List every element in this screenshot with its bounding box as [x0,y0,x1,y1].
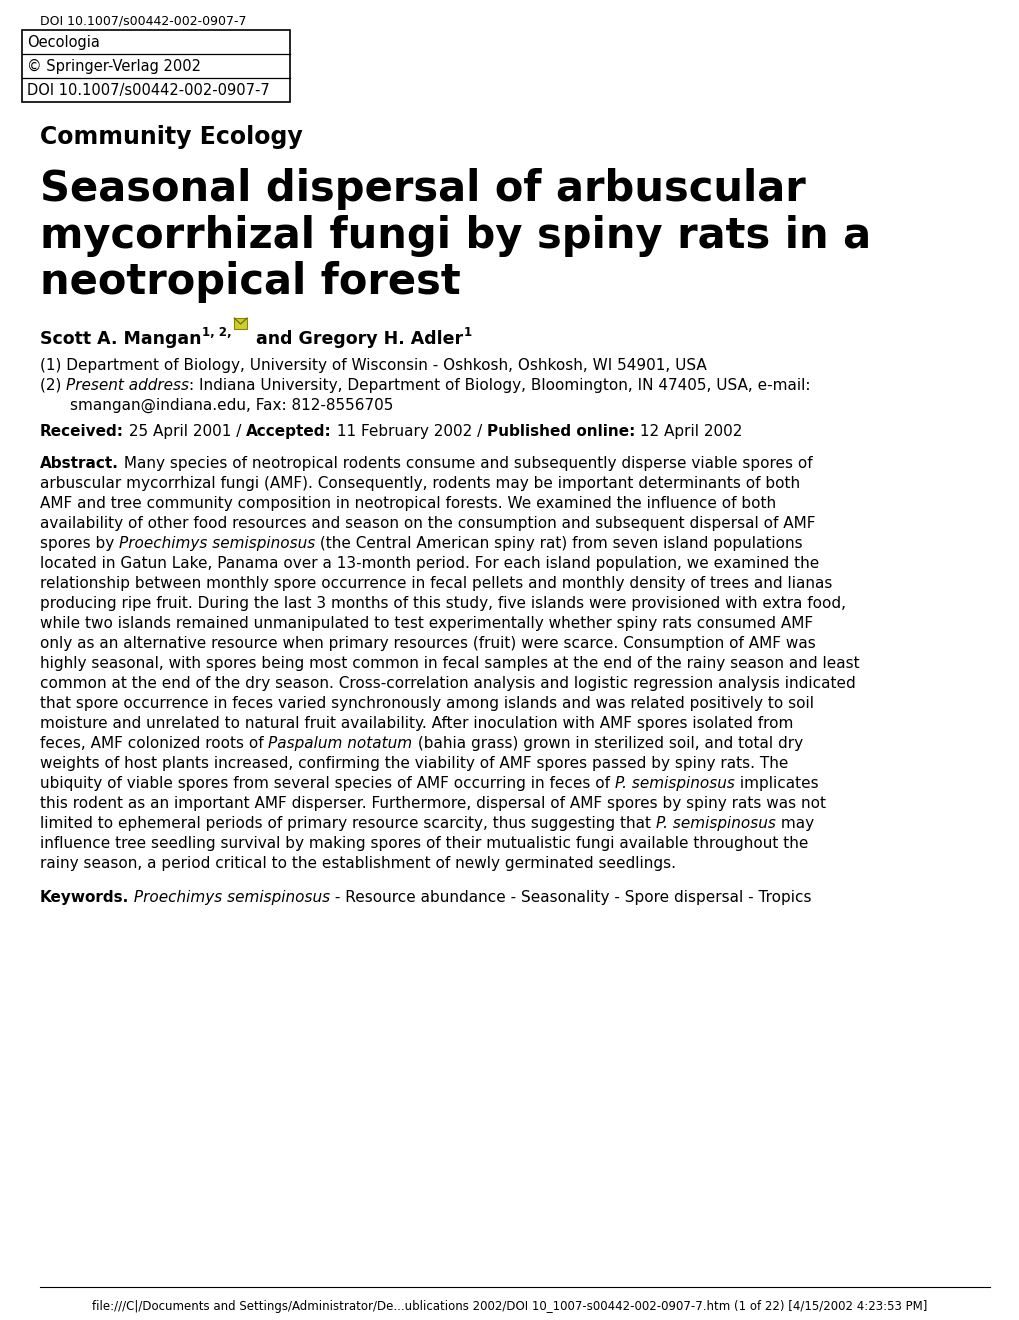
Text: weights of host plants increased, confirming the viability of AMF spores passed : weights of host plants increased, confir… [40,756,788,771]
Text: AMF and tree community composition in neotropical forests. We examined the influ: AMF and tree community composition in ne… [40,496,775,511]
Text: Paspalum notatum: Paspalum notatum [268,737,413,751]
Bar [234,318,247,329]
Text: - Resource abundance - Seasonality - Spore dispersal - Tropics: - Resource abundance - Seasonality - Spo… [330,890,811,906]
Text: 11 February 2002 /: 11 February 2002 / [331,424,487,440]
Text: rainy season, a period critical to the establishment of newly germinated seedlin: rainy season, a period critical to the e… [40,855,676,871]
Text: 1, 2,: 1, 2, [202,326,231,339]
Text: : Indiana University, Department of Biology, Bloomington, IN 47405, USA, e-mail:: : Indiana University, Department of Biol… [190,378,810,393]
Text: Oecologia: Oecologia [26,36,100,50]
Text: only as an alternative resource when primary resources (fruit) were scarce. Cons: only as an alternative resource when pri… [40,636,815,651]
Text: influence tree seedling survival by making spores of their mutualistic fungi ava: influence tree seedling survival by maki… [40,836,808,851]
Text: neotropical forest: neotropical forest [40,261,461,304]
Text: Received:: Received: [40,424,124,440]
Text: (bahia grass) grown in sterilized soil, and total dry: (bahia grass) grown in sterilized soil, … [413,737,802,751]
Text: and Gregory H. Adler: and Gregory H. Adler [250,330,463,348]
Text: that spore occurrence in feces varied synchronously among islands and was relate: that spore occurrence in feces varied sy… [40,696,813,711]
Text: Community Ecology: Community Ecology [40,125,303,149]
Text: Seasonal dispersal of arbuscular: Seasonal dispersal of arbuscular [40,168,805,210]
Text: DOI 10.1007/s00442-002-0907-7: DOI 10.1007/s00442-002-0907-7 [26,83,269,98]
Text: Proechimys semispinosus: Proechimys semispinosus [129,890,330,906]
Text: smangan@indiana.edu, Fax: 812-8556705: smangan@indiana.edu, Fax: 812-8556705 [70,399,393,413]
Text: moisture and unrelated to natural fruit availability. After inoculation with AMF: moisture and unrelated to natural fruit … [40,715,793,731]
Text: ubiquity of viable spores from several species of AMF occurring in feces of: ubiquity of viable spores from several s… [40,776,614,791]
Text: mycorrhizal fungi by spiny rats in a: mycorrhizal fungi by spiny rats in a [40,215,870,257]
Text: Scott A. Mangan: Scott A. Mangan [40,330,202,348]
Text: Proechimys semispinosus: Proechimys semispinosus [119,536,315,550]
Text: common at the end of the dry season. Cross-correlation analysis and logistic reg: common at the end of the dry season. Cro… [40,676,855,690]
Text: P. semispinosus: P. semispinosus [655,816,775,832]
Text: highly seasonal, with spores being most common in fecal samples at the end of th: highly seasonal, with spores being most … [40,656,859,671]
Text: relationship between monthly spore occurrence in fecal pellets and monthly densi: relationship between monthly spore occur… [40,576,832,591]
Text: Keywords.: Keywords. [40,890,129,906]
Text: DOI 10.1007/s00442-002-0907-7: DOI 10.1007/s00442-002-0907-7 [40,15,247,26]
Text: limited to ephemeral periods of primary resource scarcity, thus suggesting that: limited to ephemeral periods of primary … [40,816,655,832]
Text: Present address: Present address [66,378,190,393]
Text: Abstract.: Abstract. [40,455,119,471]
Text: this rodent as an important AMF disperser. Furthermore, dispersal of AMF spores : this rodent as an important AMF disperse… [40,796,825,810]
Text: feces, AMF colonized roots of: feces, AMF colonized roots of [40,737,268,751]
Bar [22,30,289,102]
Text: arbuscular mycorrhizal fungi (AMF). Consequently, rodents may be important deter: arbuscular mycorrhizal fungi (AMF). Cons… [40,477,799,491]
Text: Many species of neotropical rodents consume and subsequently disperse viable spo: Many species of neotropical rodents cons… [119,455,812,471]
Text: availability of other food resources and season on the consumption and subsequen: availability of other food resources and… [40,516,815,531]
Text: 1: 1 [463,326,471,339]
Text: (1) Department of Biology, University of Wisconsin - Oshkosh, Oshkosh, WI 54901,: (1) Department of Biology, University of… [40,358,706,374]
Text: producing ripe fruit. During the last 3 months of this study, five islands were : producing ripe fruit. During the last 3 … [40,597,845,611]
Text: 12 April 2002: 12 April 2002 [635,424,742,440]
Text: may: may [775,816,813,832]
Text: (2): (2) [40,378,66,393]
Text: implicates: implicates [734,776,817,791]
Text: spores by: spores by [40,536,119,550]
Text: while two islands remained unmanipulated to test experimentally whether spiny ra: while two islands remained unmanipulated… [40,616,812,631]
Text: P. semispinosus: P. semispinosus [614,776,734,791]
Text: located in Gatun Lake, Panama over a 13-month period. For each island population: located in Gatun Lake, Panama over a 13-… [40,556,818,572]
Text: © Springer-Verlag 2002: © Springer-Verlag 2002 [26,59,201,74]
Text: file:///C|/Documents and Settings/Administrator/De...ublications 2002/DOI 10_100: file:///C|/Documents and Settings/Admini… [93,1300,926,1313]
Text: (the Central American spiny rat) from seven island populations: (the Central American spiny rat) from se… [315,536,802,550]
Text: Published online:: Published online: [487,424,635,440]
Text: Accepted:: Accepted: [246,424,331,440]
Text: 25 April 2001 /: 25 April 2001 / [124,424,246,440]
